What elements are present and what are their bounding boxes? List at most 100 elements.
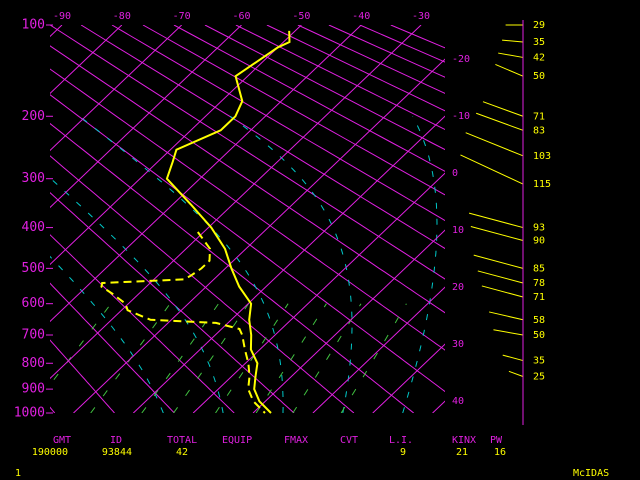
x-tick-label: -40 <box>352 11 370 22</box>
wind-barb <box>502 39 524 43</box>
dry-adiabat <box>50 68 445 351</box>
wind-speed-label: 29 <box>533 20 545 31</box>
dewpoint-profile <box>100 231 266 414</box>
y-tick-label: 600 <box>22 296 45 311</box>
y-tick-label: 1000 <box>14 406 45 421</box>
y-tick-label: 500 <box>22 261 45 276</box>
y-tick-label: 700 <box>22 327 45 342</box>
y-tick-label: 800 <box>22 356 45 371</box>
mixing-ratio-line <box>141 303 219 413</box>
dry-adiabat <box>50 155 355 413</box>
moist-adiabat <box>50 177 224 413</box>
wind-speed-label: 25 <box>533 371 545 382</box>
x-tick-label: -90 <box>53 11 71 22</box>
index-label: GMT <box>53 435 71 446</box>
wind-barb <box>476 112 524 131</box>
brand: McIDAS <box>573 468 609 479</box>
x-tick-label: -30 <box>412 11 430 22</box>
index-value: 42 <box>176 447 188 458</box>
mixing-ratio-line <box>50 303 112 386</box>
isotherm <box>73 58 445 413</box>
dry-adiabat <box>111 25 445 222</box>
wind-speed-label: 50 <box>533 330 545 341</box>
dry-adiabat <box>173 25 445 172</box>
index-label: ID <box>110 435 122 446</box>
isotherm <box>50 25 183 152</box>
isotherm-label: 30 <box>452 339 464 350</box>
y-tick-label: 300 <box>22 171 45 186</box>
moist-adiabat <box>229 115 353 413</box>
isotherm-label: -20 <box>452 54 470 65</box>
dry-adiabat <box>50 45 445 314</box>
mixing-ratio-line <box>215 303 289 413</box>
wind-speed-label: 90 <box>533 236 545 247</box>
isotherm <box>192 172 445 413</box>
wind-barb <box>481 285 524 298</box>
wind-barb <box>493 329 524 336</box>
isotherm <box>50 25 123 95</box>
wind-barb <box>465 132 524 157</box>
index-label: CVT <box>340 435 358 446</box>
dry-adiabat <box>50 192 295 413</box>
wind-speed-label: 35 <box>533 356 545 367</box>
temperature-profile <box>165 30 291 414</box>
wind-barb <box>473 254 524 269</box>
dry-adiabat <box>142 25 445 196</box>
wind-speed-label: 78 <box>533 278 545 289</box>
index-value: 16 <box>494 447 506 458</box>
wind-speed-label: 93 <box>533 223 545 234</box>
isotherm <box>372 343 445 413</box>
diagram-background <box>50 25 445 413</box>
y-tick-label: 400 <box>22 220 45 235</box>
x-tick-label: -80 <box>113 11 131 22</box>
wind-barb <box>488 311 524 321</box>
dry-adiabat <box>50 282 175 413</box>
isotherm <box>312 286 445 413</box>
isotherm <box>133 115 445 413</box>
y-tick-label: 200 <box>22 109 45 124</box>
index-label: EQUIP <box>222 435 252 446</box>
wind-barb <box>482 101 524 117</box>
index-value: 93844 <box>102 447 132 458</box>
moist-adiabat <box>50 255 164 413</box>
dry-adiabat <box>50 339 115 413</box>
isotherm-label: -10 <box>452 111 470 122</box>
y-tick-label: 100 <box>22 18 45 33</box>
wind-speed-label: 35 <box>533 37 545 48</box>
wind-speed-label: 85 <box>533 263 545 274</box>
wind-speed-label: 42 <box>533 52 545 63</box>
index-label: KINX <box>452 435 476 446</box>
index-label: TOTAL <box>167 435 197 446</box>
wind-barb <box>502 354 524 362</box>
wind-speed-label: 71 <box>533 292 545 303</box>
wind-barb <box>470 226 524 241</box>
isotherm <box>50 25 302 266</box>
wind-speed-label: 71 <box>533 111 545 122</box>
mixing-ratio-line <box>90 303 171 413</box>
y-tick-label: 900 <box>22 382 45 397</box>
x-tick-label: -70 <box>173 11 191 22</box>
isotherm-label: 10 <box>452 225 464 236</box>
wind-barb <box>495 64 524 77</box>
wind-barb <box>468 212 524 229</box>
x-tick-label: -60 <box>232 11 250 22</box>
index-label: FMAX <box>284 435 308 446</box>
index-label: PW <box>490 435 503 446</box>
isotherm <box>252 229 445 413</box>
index-label: L.I. <box>389 435 413 446</box>
dry-adiabat <box>50 234 235 413</box>
isotherm-label: 20 <box>452 282 464 293</box>
wind-speed-label: 103 <box>533 151 551 162</box>
isotherm <box>50 25 242 209</box>
dry-adiabat <box>50 94 445 393</box>
index-value: 21 <box>456 447 468 458</box>
wind-speed-label: 115 <box>533 179 551 190</box>
wind-speed-label: 50 <box>533 71 545 82</box>
wind-speed-label: 58 <box>533 315 545 326</box>
diagram-foreground: -90 -80 -70 -60 -50 -40 -30 -20 -10 0 10 20 30 40 100 2… <box>14 11 551 421</box>
wind-barb <box>460 154 524 185</box>
index-value: 190000 <box>32 447 68 458</box>
